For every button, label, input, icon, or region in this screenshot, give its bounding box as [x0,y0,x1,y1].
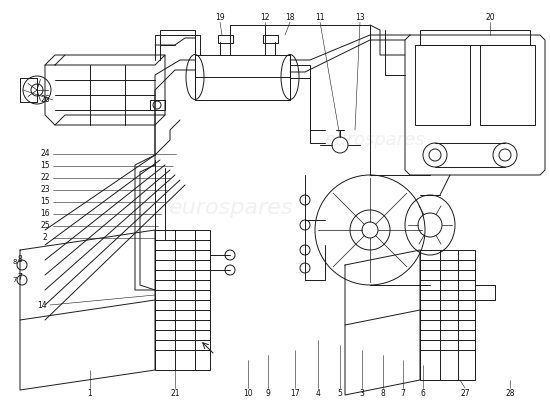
Text: 8: 8 [13,259,17,265]
Text: 7: 7 [13,277,17,283]
Text: 6: 6 [421,388,426,398]
Text: 15: 15 [40,162,50,170]
Bar [420,250,475,380]
Text: 7: 7 [400,388,405,398]
Text: 22: 22 [40,174,50,182]
Bar [155,230,210,370]
Text: 4: 4 [316,388,321,398]
Text: 27: 27 [460,388,470,398]
Text: 13: 13 [355,14,365,22]
Text: 15: 15 [40,198,50,206]
Text: 12: 12 [260,14,270,22]
Bar [218,35,233,43]
Text: 26: 26 [40,96,50,104]
Bar [420,30,530,45]
Text: 14: 14 [37,300,47,310]
Text: 8: 8 [381,388,386,398]
Text: eurospares: eurospares [169,198,293,218]
Text: 1: 1 [87,388,92,398]
Text: 11: 11 [315,14,324,22]
Bar [263,35,278,43]
Text: eurospares: eurospares [324,131,424,149]
Text: 24: 24 [40,150,50,158]
Text: 3: 3 [360,388,365,398]
Text: 23: 23 [40,186,50,194]
Text: 17: 17 [290,388,300,398]
Text: 19: 19 [215,14,225,22]
Text: 5: 5 [338,388,343,398]
Text: 7: 7 [18,272,23,282]
Text: 25: 25 [40,222,50,230]
Bar [150,100,165,110]
Text: 18: 18 [285,14,295,22]
Bar [415,45,470,125]
Text: 28: 28 [505,388,515,398]
Text: 2: 2 [43,234,47,242]
Text: 21: 21 [170,388,180,398]
Text: 20: 20 [485,14,495,22]
Text: 8: 8 [18,256,23,264]
Text: 16: 16 [40,210,50,218]
Bar [480,45,535,125]
Text: 10: 10 [243,388,253,398]
Text: 9: 9 [266,388,271,398]
